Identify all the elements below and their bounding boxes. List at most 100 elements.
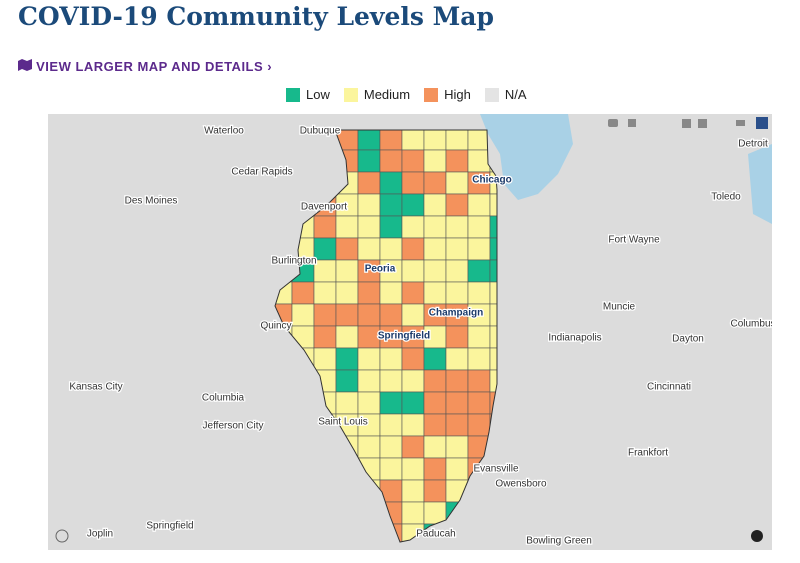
county[interactable] — [467, 347, 491, 371]
county[interactable] — [401, 347, 425, 371]
county[interactable] — [335, 325, 359, 349]
county[interactable] — [445, 413, 469, 437]
county[interactable] — [357, 325, 381, 349]
county[interactable] — [379, 303, 403, 327]
county[interactable] — [335, 369, 359, 393]
county[interactable] — [401, 391, 425, 415]
county[interactable] — [467, 215, 491, 239]
county[interactable] — [401, 171, 425, 195]
county[interactable] — [489, 303, 512, 327]
county[interactable] — [357, 128, 381, 151]
county[interactable] — [445, 325, 469, 349]
county[interactable] — [467, 149, 491, 173]
reset-button[interactable] — [55, 529, 69, 543]
county[interactable] — [467, 193, 491, 217]
details-link-text[interactable]: VIEW LARGER MAP AND DETAILS — [36, 59, 264, 74]
county[interactable] — [401, 128, 425, 151]
county[interactable] — [313, 347, 337, 371]
county[interactable] — [379, 237, 403, 261]
county[interactable] — [445, 259, 469, 283]
county[interactable] — [401, 413, 425, 437]
county[interactable] — [357, 281, 381, 305]
county[interactable] — [335, 237, 359, 261]
county[interactable] — [357, 435, 381, 459]
county[interactable] — [445, 347, 469, 371]
county[interactable] — [423, 193, 447, 217]
county[interactable] — [335, 259, 359, 283]
county[interactable] — [313, 237, 337, 261]
county[interactable] — [423, 457, 447, 481]
county[interactable] — [423, 237, 447, 261]
county[interactable] — [423, 391, 447, 415]
county[interactable] — [423, 215, 447, 239]
county[interactable] — [313, 215, 337, 239]
county[interactable] — [423, 501, 447, 525]
county[interactable] — [467, 413, 491, 437]
county[interactable] — [467, 369, 491, 393]
tool-icon[interactable] — [628, 119, 636, 127]
county[interactable] — [401, 281, 425, 305]
county[interactable] — [489, 325, 512, 349]
county[interactable] — [489, 281, 512, 305]
county[interactable] — [467, 259, 491, 283]
tool-icon[interactable] — [736, 120, 745, 126]
county[interactable] — [401, 435, 425, 459]
county[interactable] — [445, 435, 469, 459]
county[interactable] — [401, 149, 425, 173]
county[interactable] — [423, 479, 447, 503]
county[interactable] — [335, 215, 359, 239]
county[interactable] — [379, 391, 403, 415]
county[interactable] — [467, 237, 491, 261]
county[interactable] — [423, 435, 447, 459]
county[interactable] — [291, 281, 315, 305]
county[interactable] — [445, 128, 469, 151]
info-button[interactable] — [751, 530, 763, 542]
county[interactable] — [489, 193, 512, 217]
county[interactable] — [357, 303, 381, 327]
county[interactable] — [357, 369, 381, 393]
county[interactable] — [489, 369, 512, 393]
county[interactable] — [423, 149, 447, 173]
county[interactable] — [379, 128, 403, 151]
county[interactable] — [379, 171, 403, 195]
county[interactable] — [357, 149, 381, 173]
county[interactable] — [335, 303, 359, 327]
county[interactable] — [467, 391, 491, 415]
county[interactable] — [379, 347, 403, 371]
county[interactable] — [423, 347, 447, 371]
county[interactable] — [423, 413, 447, 437]
county[interactable] — [423, 128, 447, 151]
county[interactable] — [357, 171, 381, 195]
county[interactable] — [489, 215, 512, 239]
county[interactable] — [401, 501, 425, 525]
county[interactable] — [467, 281, 491, 305]
county[interactable] — [445, 237, 469, 261]
county[interactable] — [445, 391, 469, 415]
county[interactable] — [357, 391, 381, 415]
county[interactable] — [401, 215, 425, 239]
county[interactable] — [357, 237, 381, 261]
county[interactable] — [357, 347, 381, 371]
county[interactable] — [401, 457, 425, 481]
county[interactable] — [379, 215, 403, 239]
county[interactable] — [313, 281, 337, 305]
county[interactable] — [379, 149, 403, 173]
county[interactable] — [401, 369, 425, 393]
tool-icon[interactable] — [608, 119, 618, 127]
county[interactable] — [357, 193, 381, 217]
county[interactable] — [445, 281, 469, 305]
county[interactable] — [423, 171, 447, 195]
county[interactable] — [335, 347, 359, 371]
county[interactable] — [379, 193, 403, 217]
county[interactable] — [379, 435, 403, 459]
county[interactable] — [445, 369, 469, 393]
county[interactable] — [313, 325, 337, 349]
county[interactable] — [335, 281, 359, 305]
county[interactable] — [423, 259, 447, 283]
county[interactable] — [445, 171, 469, 195]
county[interactable] — [423, 281, 447, 305]
tool-icon[interactable] — [682, 119, 691, 128]
county[interactable] — [467, 325, 491, 349]
county[interactable] — [401, 237, 425, 261]
county[interactable] — [445, 193, 469, 217]
